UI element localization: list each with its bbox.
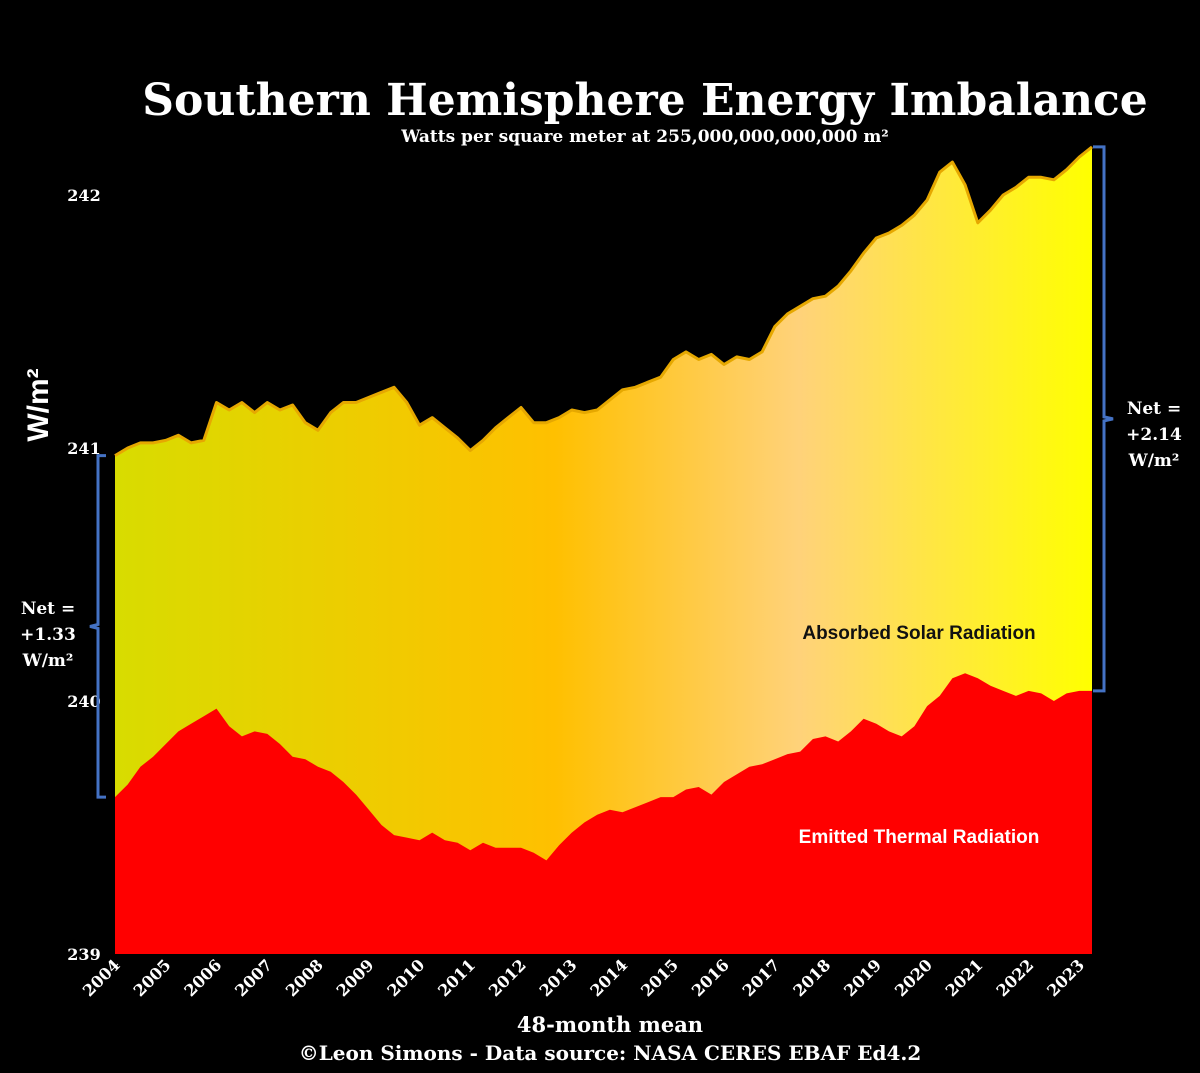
- emitted-thermal-area: [115, 673, 1092, 954]
- right-net-line1: Net =: [1127, 399, 1181, 419]
- y-axis-label: W/m²: [22, 368, 55, 441]
- y-tick-label: 241: [67, 439, 100, 458]
- chart-title: Southern Hemisphere Energy Imbalance: [142, 75, 1148, 126]
- chart-subtitle: Watts per square meter at 255,000,000,00…: [400, 127, 889, 147]
- left-net-value: +1.33: [20, 625, 76, 645]
- right-net-annotation: Net = +2.14 W/m²: [1093, 145, 1182, 693]
- plot-areas: [114, 145, 1093, 954]
- left-net-annotation: Net = +1.33 W/m²: [20, 454, 106, 799]
- left-net-bracket: [89, 454, 106, 799]
- right-net-value: +2.14: [1126, 425, 1182, 445]
- y-axis-ticks: 239 240 241 242: [67, 186, 100, 964]
- left-net-unit: W/m²: [22, 651, 74, 671]
- left-net-line1: Net =: [21, 599, 75, 619]
- absorbed-solar-line: [114, 145, 1093, 457]
- absorbed-solar-label: Absorbed Solar Radiation: [802, 623, 1035, 644]
- credit-line: ©Leon Simons - Data source: NASA CERES E…: [299, 1041, 922, 1065]
- y-tick-label: 240: [67, 692, 100, 711]
- right-net-unit: W/m²: [1128, 451, 1180, 471]
- y-tick-label: 242: [67, 186, 100, 205]
- emitted-thermal-label: Emitted Thermal Radiation: [799, 827, 1040, 848]
- x-axis-label: 48-month mean: [517, 1012, 703, 1037]
- right-net-bracket: [1093, 145, 1114, 693]
- y-tick-label: 239: [67, 945, 100, 964]
